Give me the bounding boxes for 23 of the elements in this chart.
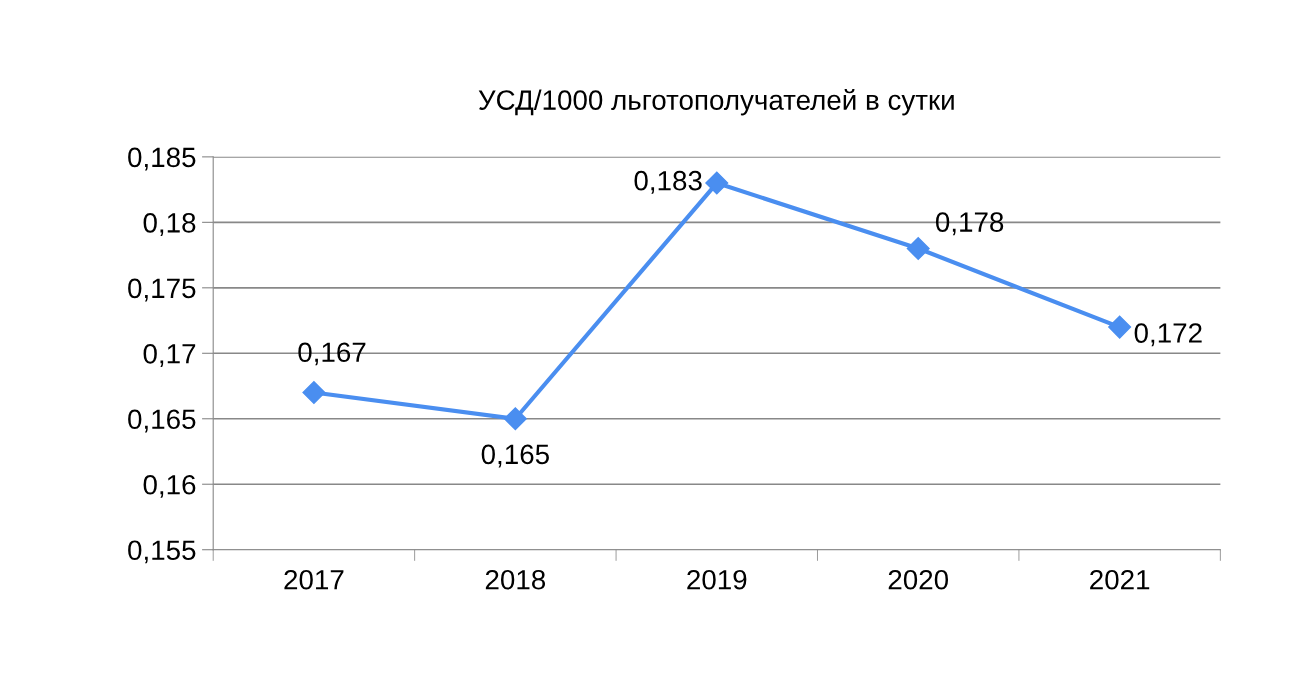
point [1108,315,1132,339]
x-tick-label: 2021 [1090,569,1150,590]
y-tick-label: 0,185 [128,147,196,171]
y-tick-label: 0,165 [128,409,196,433]
x-tick-label: 2020 [888,569,949,590]
y-tick-label: 0,155 [128,540,196,564]
point [302,381,326,405]
y-tick-label: 0,16 [143,474,196,498]
data-label: 0,165 [481,444,549,468]
x-tick-label: 2019 [687,569,747,590]
point [503,407,527,431]
y-tick-label: 0,17 [143,343,196,367]
data-label: 0,178 [935,212,1004,236]
chart-title: УСД/1000 льготополучателей в сутки [478,89,954,116]
point [906,237,930,261]
data-label: 0,172 [1134,323,1202,347]
y-tick-label: 0,18 [143,213,196,236]
data-label: 0,183 [634,170,702,194]
x-tick-label: 2017 [284,569,344,590]
y-tick-label: 0,175 [128,278,196,302]
data-label: 0,167 [298,342,366,366]
point [705,171,729,195]
x-tick-label: 2018 [485,569,546,590]
